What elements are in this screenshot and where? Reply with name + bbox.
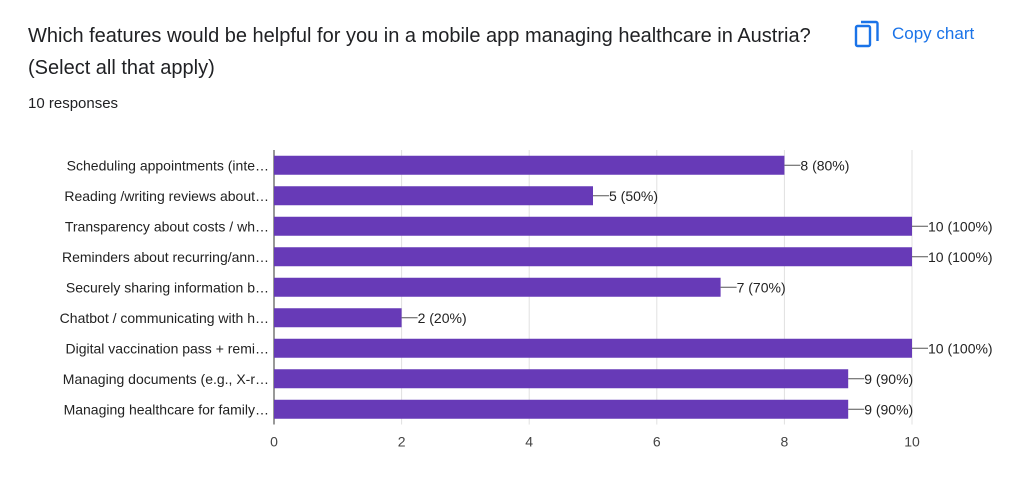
value-label: 9 (90%): [864, 371, 913, 387]
category-label: Managing healthcare for family…: [64, 401, 269, 417]
bar: [274, 247, 912, 267]
x-tick-label: 0: [270, 434, 278, 450]
bar: [274, 399, 849, 419]
bar: [274, 155, 785, 175]
x-tick-label: 6: [653, 434, 661, 450]
bar: [274, 186, 593, 206]
value-label: 9 (90%): [864, 401, 913, 417]
category-label: Chatbot / communicating with h…: [60, 310, 269, 326]
x-tick-label: 10: [904, 434, 920, 450]
category-label: Managing documents (e.g., X-r…: [63, 371, 269, 387]
response-count: 10 responses: [28, 95, 119, 112]
value-label: 8 (80%): [800, 157, 849, 173]
x-tick-label: 2: [398, 434, 406, 450]
category-label: Scheduling appointments (inte…: [67, 157, 269, 173]
category-label: Securely sharing information b…: [66, 279, 269, 295]
value-label: 10 (100%): [928, 340, 993, 356]
copy-icon: [854, 20, 879, 48]
x-tick-label: 4: [525, 434, 533, 450]
value-label: 10 (100%): [928, 218, 993, 234]
value-label: 10 (100%): [928, 249, 993, 265]
category-label: Reading /writing reviews about…: [64, 188, 269, 204]
copy-chart-label: Copy chart: [892, 24, 975, 43]
copy-chart-button[interactable]: Copy chart: [846, 16, 982, 52]
value-label: 7 (70%): [737, 279, 786, 295]
value-label: 5 (50%): [609, 188, 658, 204]
bar: [274, 216, 912, 236]
bar: [274, 308, 402, 328]
value-label: 2 (20%): [418, 310, 467, 326]
bar: [274, 369, 849, 389]
category-label: Digital vaccination pass + remi…: [66, 340, 269, 356]
bar: [274, 277, 721, 297]
category-label: Transparency about costs / wh…: [65, 218, 269, 234]
x-tick-label: 8: [781, 434, 789, 450]
bar: [274, 338, 912, 358]
chart-title: Which features would be helpful for you …: [28, 25, 811, 79]
category-label: Reminders about recurring/ann…: [62, 249, 269, 265]
